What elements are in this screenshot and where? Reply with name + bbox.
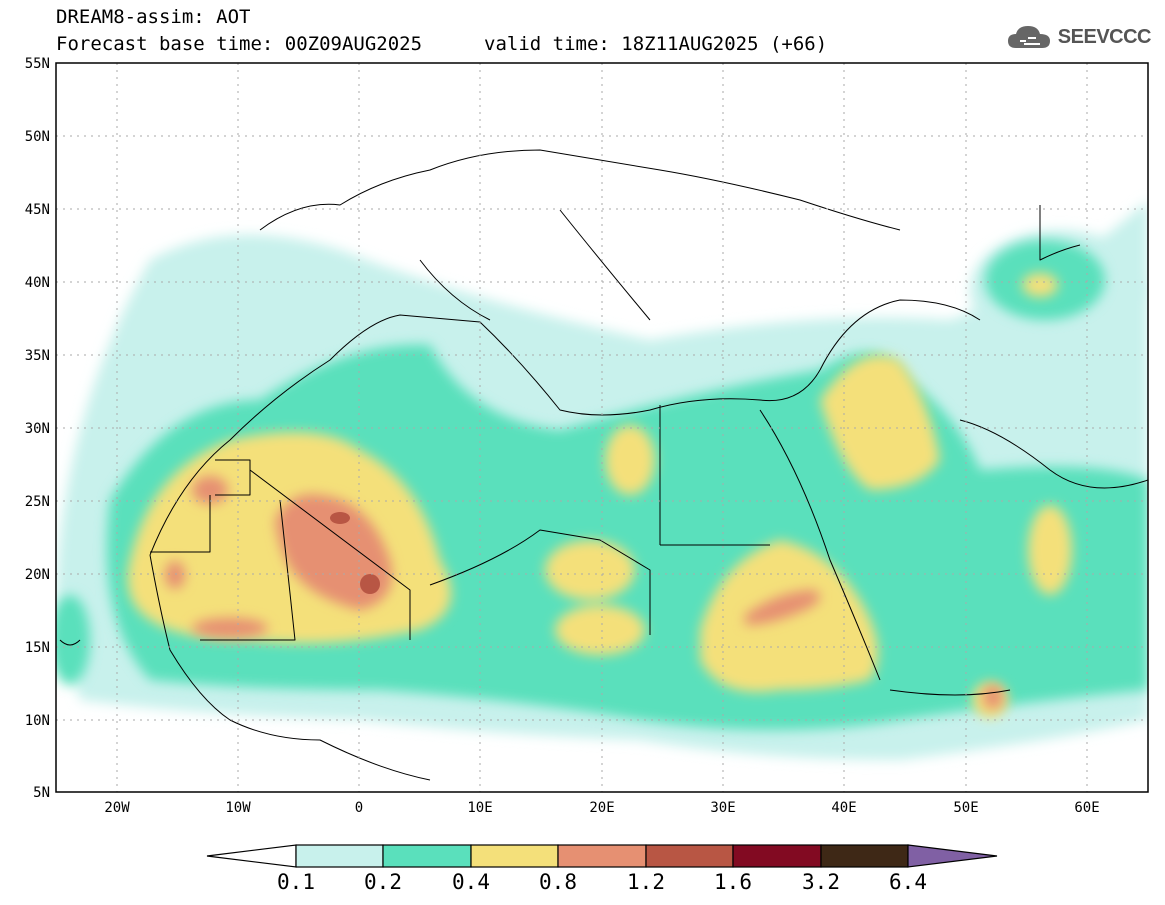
- valid-time: valid time: 18Z11AUG2025 (+66): [484, 33, 828, 55]
- colorbar-label: 0.8: [539, 870, 577, 894]
- colorbar-swatch: [382, 844, 472, 868]
- lat-label: 35N: [25, 348, 50, 364]
- forecast-base-time: Forecast base time: 00Z09AUG2025: [56, 33, 423, 55]
- colorbar: [206, 844, 998, 868]
- colorbar-swatch: [557, 844, 647, 868]
- colorbar-label: 0.2: [364, 870, 402, 894]
- lon-label: 60E: [1074, 800, 1099, 816]
- aot-field: [56, 63, 1148, 792]
- lat-label: 50N: [25, 129, 50, 145]
- lon-label: 20W: [104, 800, 130, 816]
- lat-label: 5N: [33, 785, 50, 801]
- colorbar-label: 6.4: [889, 870, 927, 894]
- lat-label: 55N: [25, 56, 50, 72]
- lat-label: 30N: [25, 421, 50, 437]
- colorbar-label: 0.1: [277, 870, 315, 894]
- colorbar-label: 1.6: [714, 870, 752, 894]
- colorbar-high-arrow: [907, 844, 998, 868]
- cloud-icon: [1007, 26, 1050, 48]
- map-title: DREAM8-assim: AOT: [56, 6, 251, 28]
- colorbar-label: 0.4: [452, 870, 490, 894]
- lon-label: 40E: [831, 800, 856, 816]
- colorbar-swatch: [820, 844, 909, 868]
- map-border: [55, 62, 1149, 793]
- seevccc-logo: SEEVCCC: [1006, 22, 1152, 52]
- lat-label: 10N: [25, 713, 50, 729]
- colorbar-swatch: [645, 844, 734, 868]
- lon-label: 10E: [467, 800, 492, 816]
- colorbar-label: 1.2: [627, 870, 665, 894]
- lat-label: 45N: [25, 202, 50, 218]
- colorbar-label: 3.2: [802, 870, 840, 894]
- lat-label: 15N: [25, 640, 50, 656]
- graticule: [56, 63, 1148, 792]
- lat-label: 20N: [25, 567, 50, 583]
- latitude-labels: 55N 50N 45N 40N 35N 30N 25N 20N 15N 10N …: [25, 56, 50, 801]
- lon-label: 20E: [589, 800, 614, 816]
- lon-label: 50E: [953, 800, 978, 816]
- lon-label: 0: [355, 800, 363, 816]
- colorbar-swatch: [295, 844, 384, 868]
- lon-label: 10W: [225, 800, 251, 816]
- colorbar-low-arrow: [206, 844, 297, 868]
- longitude-labels: 20W 10W 0 10E 20E 30E 40E 50E 60E: [104, 800, 1099, 816]
- logo-text: SEEVCCC: [1057, 25, 1152, 48]
- colorbar-swatch: [470, 844, 559, 868]
- lat-label: 40N: [25, 275, 50, 291]
- colorbar-swatch: [732, 844, 822, 868]
- lon-label: 30E: [710, 800, 735, 816]
- lat-label: 25N: [25, 494, 50, 510]
